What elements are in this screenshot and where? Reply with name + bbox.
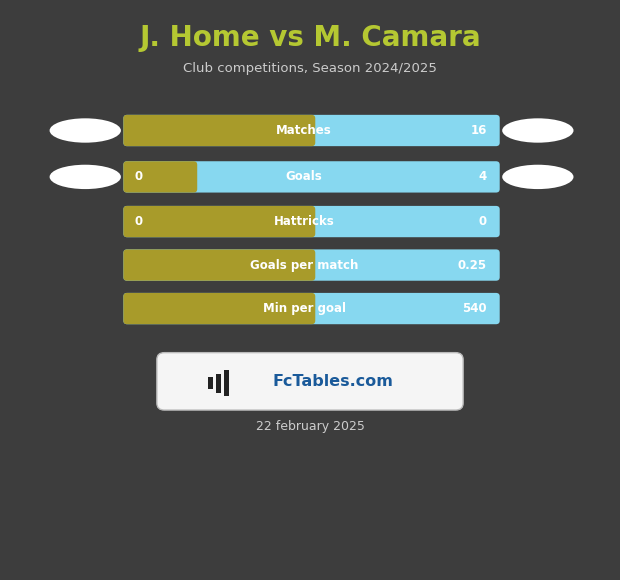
Text: Goals: Goals [286, 171, 322, 183]
Text: Club competitions, Season 2024/2025: Club competitions, Season 2024/2025 [183, 62, 437, 75]
FancyBboxPatch shape [157, 353, 463, 410]
Text: 0: 0 [479, 215, 487, 228]
FancyBboxPatch shape [123, 293, 315, 324]
FancyBboxPatch shape [224, 370, 229, 397]
Text: 22 february 2025: 22 february 2025 [255, 420, 365, 433]
FancyBboxPatch shape [123, 206, 315, 237]
FancyBboxPatch shape [208, 377, 213, 390]
Text: Min per goal: Min per goal [263, 302, 346, 315]
FancyBboxPatch shape [123, 293, 500, 324]
Text: J. Home vs M. Camara: J. Home vs M. Camara [139, 24, 481, 52]
FancyBboxPatch shape [216, 374, 221, 393]
FancyBboxPatch shape [123, 161, 197, 193]
FancyBboxPatch shape [123, 249, 315, 281]
Text: 0: 0 [135, 215, 143, 228]
Ellipse shape [50, 118, 121, 143]
FancyBboxPatch shape [299, 118, 311, 143]
Text: FcTables.com: FcTables.com [273, 374, 394, 389]
Text: 0: 0 [135, 171, 143, 183]
FancyBboxPatch shape [123, 161, 500, 193]
Text: Hattricks: Hattricks [274, 215, 335, 228]
FancyBboxPatch shape [299, 296, 311, 321]
Ellipse shape [50, 165, 121, 189]
FancyBboxPatch shape [123, 115, 315, 146]
FancyBboxPatch shape [123, 115, 500, 146]
Ellipse shape [502, 165, 574, 189]
FancyBboxPatch shape [181, 165, 193, 189]
Ellipse shape [502, 118, 574, 143]
FancyBboxPatch shape [299, 253, 311, 277]
FancyBboxPatch shape [123, 206, 500, 237]
Text: 540: 540 [462, 302, 487, 315]
FancyBboxPatch shape [299, 209, 311, 234]
Text: Matches: Matches [277, 124, 332, 137]
Text: 0.25: 0.25 [458, 259, 487, 271]
Text: Goals per match: Goals per match [250, 259, 358, 271]
Text: 4: 4 [479, 171, 487, 183]
FancyBboxPatch shape [123, 249, 500, 281]
Text: 16: 16 [471, 124, 487, 137]
